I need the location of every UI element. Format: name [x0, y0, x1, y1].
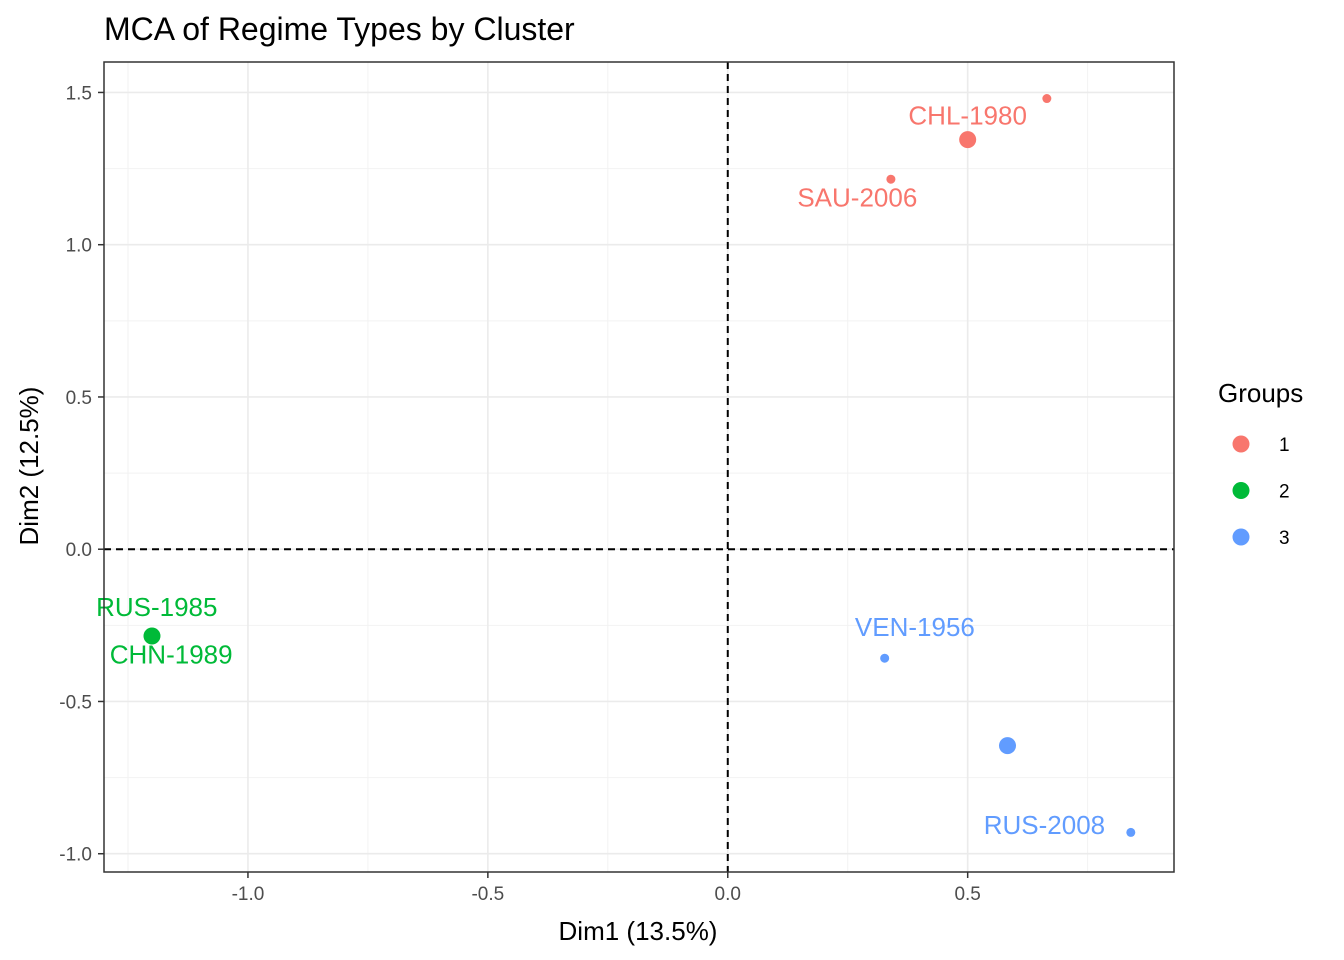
data-points — [143, 94, 1136, 837]
reference-lines — [104, 62, 1174, 872]
x-axis-title: Dim1 (13.5%) — [559, 916, 718, 946]
legend-label-1: 1 — [1279, 435, 1290, 456]
point-label: SAU-2006 — [797, 183, 917, 213]
legend-label-3: 3 — [1279, 528, 1290, 549]
legend: Groups 1 2 3 — [1218, 378, 1303, 549]
cluster-center-point — [143, 627, 161, 645]
y-tick-label: -0.5 — [59, 692, 92, 713]
point-label: CHL-1980 — [908, 100, 1027, 130]
legend-key-2 — [1232, 482, 1250, 499]
legend-key-3 — [1232, 528, 1250, 546]
point-label: RUS-2008 — [984, 810, 1105, 840]
data-point — [886, 174, 896, 184]
x-tick-label: 0.0 — [715, 884, 741, 905]
legend-title: Groups — [1218, 378, 1303, 408]
point-label: CHN-1989 — [110, 639, 233, 669]
y-tick-label: 1.5 — [66, 83, 92, 104]
y-tick-label: -1.0 — [59, 845, 92, 866]
chart-title: MCA of Regime Types by Cluster — [104, 11, 575, 47]
y-axis-title: Dim2 (12.5%) — [14, 387, 44, 546]
legend-label-2: 2 — [1279, 482, 1290, 503]
point-label: VEN-1956 — [855, 612, 975, 642]
y-tick-label: 1.0 — [66, 236, 92, 257]
data-point — [1042, 94, 1052, 104]
plot-panel-border — [103, 61, 1175, 873]
data-point — [880, 653, 890, 663]
point-label: RUS-1985 — [96, 592, 217, 622]
cluster-center-point — [999, 737, 1017, 755]
x-tick-label: 0.5 — [954, 884, 980, 905]
y-tick-label: 0.5 — [66, 388, 92, 409]
point-labels: CHL-1980 SAU-2006 RUS-1985 CHN-1989 VEN-1956… — [96, 100, 1105, 840]
y-tick-label: 0.0 — [66, 540, 92, 561]
cluster-center-point — [959, 131, 977, 149]
legend-key-1 — [1232, 435, 1250, 453]
x-tick-label: -1.0 — [232, 884, 265, 905]
data-point — [1126, 827, 1136, 837]
x-tick-label: -0.5 — [471, 884, 504, 905]
axis-ticks: -1.0 -0.5 0.0 0.5 -1.0 -0.5 0.0 0.5 1.0 1.5 — [59, 83, 981, 905]
